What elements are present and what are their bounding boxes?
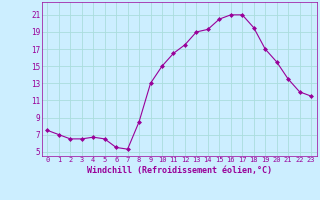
X-axis label: Windchill (Refroidissement éolien,°C): Windchill (Refroidissement éolien,°C) — [87, 166, 272, 175]
